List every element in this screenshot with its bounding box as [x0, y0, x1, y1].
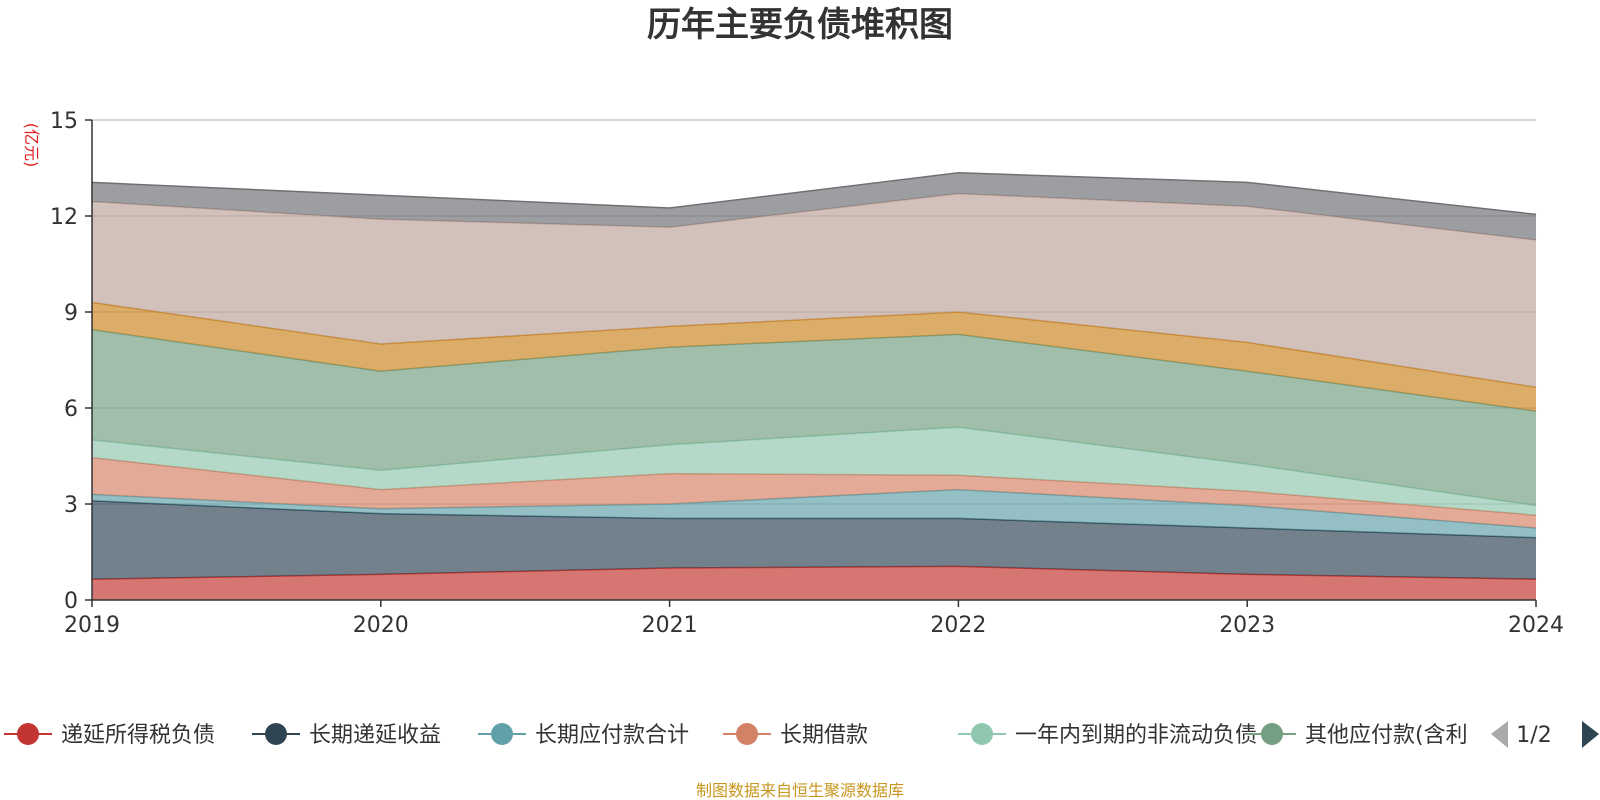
- legend-pager: 1/2: [1491, 721, 1599, 748]
- legend-label: 长期借款: [780, 723, 868, 748]
- legend-item[interactable]: 其他应付款(含利: [1248, 723, 1468, 748]
- y-tick-label: 15: [50, 109, 78, 134]
- y-tick-label: 3: [64, 493, 78, 518]
- data-source-note: 制图数据来自恒生聚源数据库: [696, 781, 904, 800]
- x-tick-label: 2023: [1219, 613, 1275, 638]
- y-tick-label: 6: [64, 397, 78, 422]
- area-series-6: [92, 329, 1536, 506]
- area-series-4: [92, 457, 1536, 528]
- legend-item[interactable]: 递延所得税负债: [4, 723, 215, 748]
- legend-label: 长期递延收益: [309, 723, 441, 748]
- legend-label: 一年内到期的非流动负债: [1015, 723, 1257, 748]
- y-axis-unit-label: (亿元): [22, 123, 41, 168]
- y-tick-label: 9: [64, 301, 78, 326]
- area-series-line-9: [91, 172, 1537, 216]
- legend-marker-icon: [17, 723, 39, 745]
- legend-label: 长期应付款合计: [535, 723, 689, 748]
- legend-label: 递延所得税负债: [61, 723, 215, 748]
- x-tick-label: 2024: [1508, 613, 1564, 638]
- x-tick-label: 2020: [353, 613, 409, 638]
- area-series-1: [92, 566, 1536, 600]
- area-series-9: [92, 172, 1536, 240]
- legend-label: 其他应付款(含利: [1305, 723, 1468, 748]
- area-series-8: [92, 193, 1536, 388]
- area-series-2: [92, 500, 1536, 580]
- legend-item[interactable]: 长期借款: [723, 723, 868, 748]
- legend-marker-icon: [491, 723, 513, 745]
- legend-marker-icon: [1261, 723, 1283, 745]
- axes: 0 3 6 9 12 15 2019 2020 2021 2022 2023 2024: [50, 109, 1564, 638]
- triangle-right-icon[interactable]: [1582, 721, 1599, 748]
- area-series-7: [92, 302, 1536, 412]
- x-tick-label: 2022: [930, 613, 986, 638]
- area-series-3: [92, 489, 1536, 538]
- x-tick-label: 2019: [64, 613, 120, 638]
- legend-item[interactable]: 长期递延收益: [252, 723, 441, 748]
- legend-marker-icon: [971, 723, 993, 745]
- legend-page-indicator: 1/2: [1516, 723, 1551, 748]
- chart-title: 历年主要负债堆积图: [647, 5, 953, 45]
- triangle-left-icon[interactable]: [1491, 721, 1508, 748]
- legend-item[interactable]: 一年内到期的非流动负债: [958, 723, 1257, 748]
- legend-marker-icon: [265, 723, 287, 745]
- area-series-5: [92, 427, 1536, 516]
- stacked-areas: [91, 172, 1537, 600]
- x-tick-label: 2021: [642, 613, 698, 638]
- legend-marker-icon: [736, 723, 758, 745]
- y-tick-label: 0: [64, 589, 78, 614]
- legend-item[interactable]: 长期应付款合计: [478, 723, 689, 748]
- legend: 递延所得税负债 长期递延收益 长期应付款合计 长期借款 一年内到期的非流动负债 其他应付款…: [4, 723, 1468, 748]
- y-tick-label: 12: [50, 205, 78, 230]
